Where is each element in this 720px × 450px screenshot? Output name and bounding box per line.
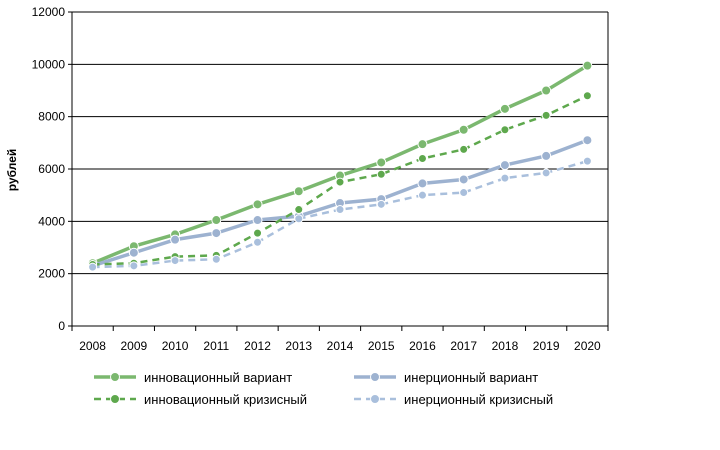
data-point [211,215,222,226]
legend-swatch-marker [110,394,120,404]
x-tick-labels: 2008 2009 2010 2011 2012 2013 2014 2015 2016 2017… [79,339,601,353]
legend-item: инерционный кризисный [354,392,553,407]
x-tick-label: 2017 [450,339,477,353]
data-point [499,103,510,114]
data-point [335,177,345,187]
legend-item: инерционный вариант [354,370,538,385]
y-tick-label: 4000 [38,214,65,228]
data-point [376,199,386,209]
legend: инновационный вариант инерционный вариант… [94,370,553,407]
x-tick-label: 2019 [533,339,560,353]
data-point [417,178,428,189]
series-1 [87,60,593,269]
data-point [417,139,428,150]
x-tick-label: 2010 [162,339,189,353]
data-point [129,261,139,271]
y-tick-label: 8000 [38,110,65,124]
data-point [417,190,427,200]
x-tick-label: 2014 [327,339,354,353]
data-point [128,247,139,258]
data-point [335,205,345,215]
x-tick-label: 2008 [79,339,106,353]
data-point [88,262,98,272]
data-point [500,125,510,135]
y-axis-title: рублей [5,149,19,191]
data-point [170,234,181,245]
data-point [582,135,593,146]
legend-label: инерционный вариант [404,370,538,385]
series-4 [88,156,592,272]
x-tick-label: 2016 [409,339,436,353]
y-tick-label: 6000 [38,162,65,176]
data-point [541,85,552,96]
legend-label: инновационный кризисный [144,392,307,407]
legend-swatch-marker [370,394,380,404]
data-point [541,168,551,178]
data-point [211,228,222,239]
series-2 [87,135,593,271]
x-tick-label: 2015 [368,339,395,353]
x-tick-label: 2020 [574,339,601,353]
data-point [253,237,263,247]
data-point [294,205,304,215]
y-tick-label: 0 [58,319,65,333]
y-tick-labels: 0 2000 4000 6000 8000 10000 12000 [32,5,66,333]
data-point [541,150,552,161]
data-point [417,154,427,164]
data-point [376,157,387,168]
legend-item: инновационный вариант [94,370,292,385]
axes [68,11,609,331]
data-point [376,169,386,179]
y-tick-label: 12000 [32,5,66,19]
legend-label: инерционный кризисный [404,392,553,407]
legend-item: инновационный кризисный [94,392,307,407]
legend-swatch-marker [370,372,380,382]
x-tick-label: 2018 [492,339,519,353]
legend-swatch-marker [110,372,120,382]
data-point [170,256,180,266]
data-point [582,60,593,71]
x-tick-label: 2009 [120,339,147,353]
series-lines [87,60,593,272]
data-point [500,173,510,183]
y-tick-label: 2000 [38,267,65,281]
data-point [582,156,592,166]
data-point [252,199,263,210]
data-point [293,186,304,197]
grid-lines [72,11,608,275]
x-tick-label: 2011 [203,339,229,353]
data-point [458,174,469,185]
data-point [541,110,551,120]
data-point [459,188,469,198]
x-tick-label: 2012 [244,339,271,353]
data-point [252,215,263,226]
data-point [211,254,221,264]
data-point [459,144,469,154]
legend-label: инновационный вариант [144,370,292,385]
data-point [294,214,304,224]
y-tick-label: 10000 [32,57,66,71]
data-point [253,228,263,238]
data-point [458,124,469,135]
data-point [582,91,592,101]
data-point [499,160,510,171]
x-tick-label: 2013 [285,339,312,353]
